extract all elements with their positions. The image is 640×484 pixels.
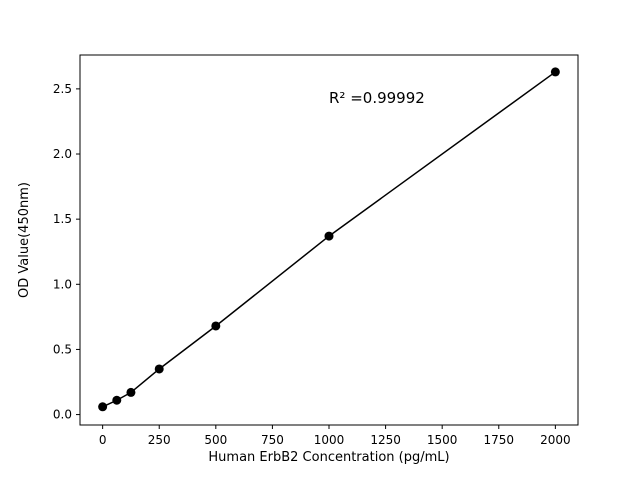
x-tick-label: 1750 [483, 433, 514, 447]
data-point [154, 364, 164, 374]
data-point [550, 67, 560, 77]
y-tick-label: 1.0 [53, 277, 72, 291]
x-tick-label: 250 [148, 433, 171, 447]
y-axis-label: OD Value(450nm) [17, 182, 32, 298]
x-tick-label: 2000 [540, 433, 571, 447]
x-tick-label: 1000 [314, 433, 345, 447]
x-axis-label: Human ErbB2 Concentration (pg/mL) [208, 450, 449, 465]
x-tick-label: 1250 [370, 433, 401, 447]
x-tick-label: 750 [261, 433, 284, 447]
y-tick-label: 1.5 [53, 212, 72, 226]
data-point [98, 402, 108, 412]
y-tick-label: 0.0 [53, 408, 72, 422]
r-squared-annotation: R² =0.99992 [329, 89, 425, 107]
x-tick-label: 1500 [427, 433, 458, 447]
data-point [112, 395, 122, 405]
y-tick-label: 2.5 [53, 82, 72, 96]
data-point [324, 231, 334, 241]
data-point [211, 321, 221, 331]
x-tick-label: 500 [204, 433, 227, 447]
x-tick-label: 0 [99, 433, 107, 447]
data-point [126, 387, 136, 397]
y-tick-label: 2.0 [53, 147, 72, 161]
y-tick-label: 0.5 [53, 342, 72, 356]
